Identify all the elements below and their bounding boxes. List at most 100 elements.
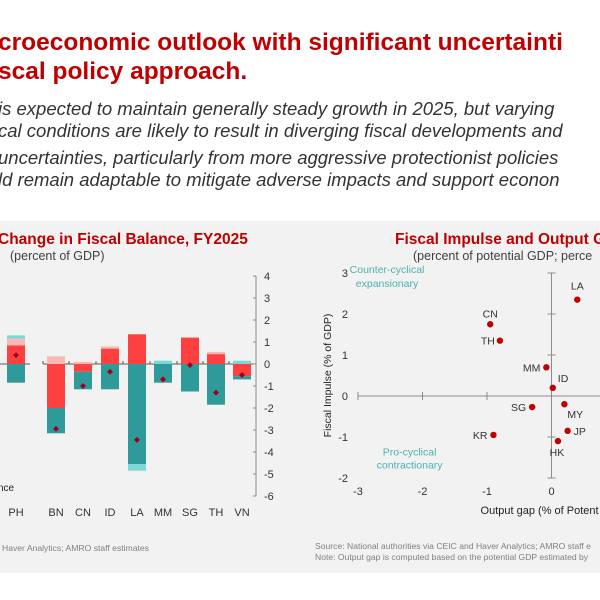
y-axis-label: Fiscal Impulse (% of GDP) [322, 314, 334, 438]
total-marker [187, 362, 193, 369]
y-tick-label: 2 [264, 315, 270, 327]
y-tick-label: -4 [264, 447, 274, 459]
total-marker [53, 425, 59, 432]
legend-label: nce [0, 483, 15, 494]
bar-segment [128, 464, 146, 471]
slide-title-line: scal policy approach. [0, 58, 248, 85]
slide-title: croeconomic outlook with significant unc… [0, 28, 563, 86]
point-label: JP [574, 426, 586, 438]
fiscal-balance-bar-chart: PH BN CN ID LA MM SG TH VN 4 3 2 1 0 -1 -2 -3 -4 -5 -6 nce [0, 271, 274, 519]
bar-segment [47, 356, 65, 364]
scatter-point [554, 437, 562, 445]
point-label: KR [473, 430, 488, 442]
right-chart-source: Source: National authorities via CEIC an… [315, 541, 591, 563]
scatter-point [574, 296, 581, 303]
x-tick-label: -2 [418, 486, 428, 498]
x-tick-label: ID [105, 507, 116, 519]
x-tick-label: VN [234, 507, 249, 519]
point-label: CN [483, 308, 498, 320]
x-tick-label: -3 [353, 486, 363, 498]
bullet-line: cal conditions are likely to result in d… [0, 119, 563, 141]
right-chart-subtitle: (percent of potential GDP; perce [413, 249, 593, 263]
point-label: ID [558, 373, 569, 385]
total-marker [213, 389, 219, 396]
bar-segment [233, 360, 251, 364]
bar-segment [128, 334, 146, 364]
scatter-point [543, 364, 550, 371]
point-label: SG [511, 402, 526, 414]
bar-segment [154, 360, 172, 364]
charts-panel: Change in Fiscal Balance, FY2025 (percen… [0, 221, 600, 573]
bar-segment [7, 335, 25, 339]
bar-segment [101, 364, 119, 390]
total-marker [239, 372, 245, 378]
y-tick-label: 0 [264, 359, 270, 371]
quadrant-label: contractionary [377, 459, 444, 471]
left-chart-subtitle: (percent of GDP) [10, 249, 105, 263]
y-tick-label: -3 [264, 425, 274, 437]
bullet-paragraph: is expected to maintain generally steady… [0, 98, 563, 141]
point-label: HK [550, 447, 565, 459]
scatter-point [549, 384, 556, 391]
bar-segment [207, 351, 225, 355]
point-label: TH [481, 336, 495, 348]
quadrant-label: Pro-cyclical [383, 446, 437, 458]
bar-segment [207, 354, 225, 364]
slide-title-line: croeconomic outlook with significant unc… [0, 29, 563, 56]
bar-segment [207, 364, 225, 405]
bar-segment [7, 338, 25, 346]
y-tick-label: -6 [264, 491, 274, 503]
y-tick-label: -5 [264, 469, 274, 481]
x-tick-label: MM [154, 507, 172, 519]
slide-bullets: is expected to maintain generally steady… [0, 98, 563, 196]
scatter-point [564, 427, 571, 435]
bar-segment [101, 348, 119, 364]
source-line: Source: National authorities via CEIC an… [315, 541, 591, 551]
y-tick-label: -1 [338, 432, 348, 444]
bullet-paragraph: uncertainties, particularly from more ag… [0, 147, 563, 190]
scatter-point [490, 431, 497, 439]
left-chart-title: Change in Fiscal Balance, FY2025 [0, 231, 248, 248]
x-tick-label: SG [182, 507, 198, 519]
scatter-point [496, 337, 504, 344]
y-tick-label: 0 [342, 391, 348, 403]
y-tick-label: 2 [342, 309, 348, 321]
x-tick-label: -1 [482, 486, 492, 498]
x-tick-label: CN [75, 507, 91, 519]
point-label: MM [523, 362, 541, 374]
scatter-point [561, 401, 568, 408]
x-axis-label: Output gap (% of Potent [481, 505, 599, 517]
bullet-line: uncertainties, particularly from more ag… [0, 147, 559, 168]
point-label: MY [567, 409, 583, 421]
bar-segment [181, 337, 199, 364]
y-tick-label: 4 [264, 271, 270, 283]
scatter-point [528, 403, 536, 411]
note-line: Note: Output gap is computed based on th… [315, 552, 589, 562]
bar-segment [233, 364, 251, 377]
bar-segment [74, 364, 92, 372]
right-chart-title: Fiscal Impulse and Output G [395, 231, 600, 248]
y-tick-label: -2 [338, 473, 348, 485]
bar-segment [181, 364, 199, 392]
left-chart-source: Haver Analytics; AMRO staff estimates [2, 543, 149, 553]
y-tick-label: 1 [342, 350, 348, 362]
x-tick-label: LA [130, 507, 144, 519]
bullet-line: is expected to maintain generally steady… [0, 98, 555, 119]
bar-segment [47, 408, 65, 434]
bar-segment [74, 361, 92, 364]
bar-segment [74, 371, 92, 390]
quadrant-label: expansionary [356, 278, 419, 290]
bar-segment [7, 364, 25, 383]
bullet-line: ld remain adaptable to mitigate adverse … [0, 168, 560, 190]
total-marker [134, 436, 140, 443]
bar-segment [101, 346, 119, 349]
total-marker [107, 368, 113, 375]
x-tick-label: 0 [548, 486, 554, 498]
x-tick-label: PH [8, 507, 23, 519]
y-tick-label: -1 [264, 381, 274, 393]
point-label: LA [571, 281, 584, 293]
fiscal-impulse-scatter-chart: -3 -2 -1 0 3 2 1 0 -1 -2 Output gap (% of Potent Fi… [322, 264, 600, 517]
x-tick-label: BN [48, 507, 63, 519]
y-tick-label: 1 [264, 337, 270, 349]
x-tick-label: TH [209, 507, 224, 519]
